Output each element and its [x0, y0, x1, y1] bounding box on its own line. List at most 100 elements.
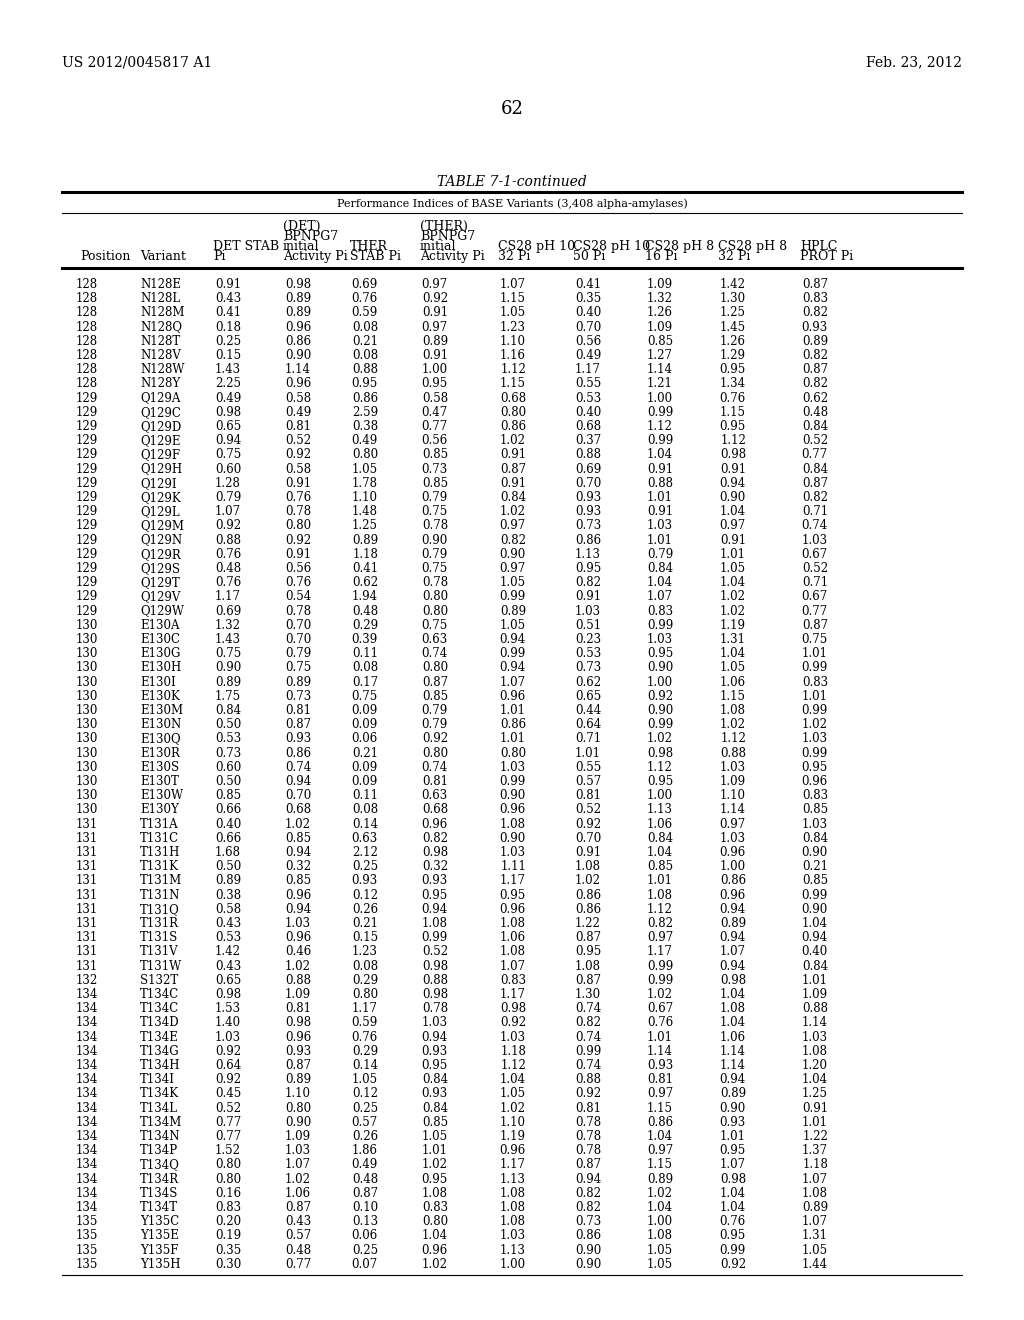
Text: Performance Indices of BASE Variants (3,408 alpha-amylases): Performance Indices of BASE Variants (3,… [337, 198, 687, 209]
Text: 0.97: 0.97 [647, 931, 673, 944]
Text: 1.15: 1.15 [500, 378, 526, 391]
Text: 128: 128 [76, 306, 98, 319]
Text: 0.08: 0.08 [352, 348, 378, 362]
Text: 0.83: 0.83 [422, 1201, 449, 1214]
Text: 1.08: 1.08 [575, 960, 601, 973]
Text: 0.67: 0.67 [802, 548, 828, 561]
Text: T131V: T131V [140, 945, 178, 958]
Text: 0.60: 0.60 [215, 462, 241, 475]
Text: 130: 130 [76, 760, 98, 774]
Text: 0.76: 0.76 [215, 548, 241, 561]
Text: 1.07: 1.07 [285, 1159, 311, 1171]
Text: 1.08: 1.08 [720, 704, 746, 717]
Text: 0.94: 0.94 [720, 1073, 746, 1086]
Text: 0.82: 0.82 [575, 577, 601, 589]
Text: 1.04: 1.04 [720, 647, 746, 660]
Text: 0.53: 0.53 [574, 392, 601, 405]
Text: initial: initial [420, 240, 457, 253]
Text: 1.05: 1.05 [352, 462, 378, 475]
Text: 1.16: 1.16 [500, 348, 526, 362]
Text: E130M: E130M [140, 704, 183, 717]
Text: 1.04: 1.04 [720, 1187, 746, 1200]
Text: 134: 134 [76, 1102, 98, 1114]
Text: 0.99: 0.99 [647, 619, 673, 632]
Text: 1.17: 1.17 [500, 987, 526, 1001]
Text: 0.91: 0.91 [422, 306, 449, 319]
Text: 0.92: 0.92 [422, 292, 449, 305]
Text: 0.82: 0.82 [500, 533, 526, 546]
Text: 0.92: 0.92 [215, 519, 241, 532]
Text: 0.93: 0.93 [574, 491, 601, 504]
Text: 0.46: 0.46 [285, 945, 311, 958]
Text: T134L: T134L [140, 1102, 178, 1114]
Text: 0.94: 0.94 [215, 434, 241, 447]
Text: 0.93: 0.93 [720, 1115, 746, 1129]
Text: CS28 pH 10: CS28 pH 10 [498, 240, 575, 253]
Text: STAB Pi: STAB Pi [350, 249, 401, 263]
Text: 0.56: 0.56 [285, 562, 311, 576]
Text: E130S: E130S [140, 760, 179, 774]
Text: 0.95: 0.95 [500, 888, 526, 902]
Text: 0.59: 0.59 [352, 1016, 378, 1030]
Text: 0.86: 0.86 [574, 903, 601, 916]
Text: 129: 129 [76, 562, 98, 576]
Text: 0.92: 0.92 [500, 1016, 526, 1030]
Text: 0.70: 0.70 [574, 321, 601, 334]
Text: Q129W: Q129W [140, 605, 184, 618]
Text: 0.82: 0.82 [802, 378, 828, 391]
Text: 0.09: 0.09 [352, 775, 378, 788]
Text: 1.01: 1.01 [802, 1115, 828, 1129]
Text: 0.90: 0.90 [574, 1243, 601, 1257]
Text: 1.86: 1.86 [352, 1144, 378, 1158]
Text: 0.82: 0.82 [422, 832, 449, 845]
Text: 0.94: 0.94 [285, 775, 311, 788]
Text: 0.93: 0.93 [647, 1059, 673, 1072]
Text: 0.67: 0.67 [802, 590, 828, 603]
Text: 131: 131 [76, 832, 98, 845]
Text: 1.00: 1.00 [720, 861, 746, 874]
Text: 0.95: 0.95 [720, 1229, 746, 1242]
Text: 1.08: 1.08 [575, 861, 601, 874]
Text: 131: 131 [76, 846, 98, 859]
Text: 0.70: 0.70 [574, 477, 601, 490]
Text: 0.95: 0.95 [422, 378, 449, 391]
Text: E130H: E130H [140, 661, 181, 675]
Text: 134: 134 [76, 1016, 98, 1030]
Text: 0.12: 0.12 [352, 888, 378, 902]
Text: 0.43: 0.43 [215, 917, 241, 931]
Text: 1.05: 1.05 [647, 1258, 673, 1271]
Text: 129: 129 [76, 434, 98, 447]
Text: 0.85: 0.85 [285, 832, 311, 845]
Text: 1.03: 1.03 [802, 817, 828, 830]
Text: 0.80: 0.80 [500, 405, 526, 418]
Text: 1.02: 1.02 [285, 817, 311, 830]
Text: 1.07: 1.07 [802, 1172, 828, 1185]
Text: 0.91: 0.91 [574, 590, 601, 603]
Text: 1.14: 1.14 [720, 804, 746, 816]
Text: 1.00: 1.00 [647, 789, 673, 803]
Text: 0.97: 0.97 [500, 562, 526, 576]
Text: 0.99: 0.99 [802, 704, 828, 717]
Text: 1.53: 1.53 [215, 1002, 241, 1015]
Text: 129: 129 [76, 533, 98, 546]
Text: Q129N: Q129N [140, 533, 182, 546]
Text: 0.09: 0.09 [352, 760, 378, 774]
Text: 0.83: 0.83 [802, 292, 828, 305]
Text: N128Y: N128Y [140, 378, 180, 391]
Text: 1.01: 1.01 [720, 1130, 746, 1143]
Text: 0.98: 0.98 [422, 987, 449, 1001]
Text: 0.98: 0.98 [500, 1002, 526, 1015]
Text: 2.12: 2.12 [352, 846, 378, 859]
Text: 0.99: 0.99 [802, 747, 828, 759]
Text: 0.88: 0.88 [802, 1002, 828, 1015]
Text: 0.23: 0.23 [574, 634, 601, 645]
Text: 0.41: 0.41 [215, 306, 241, 319]
Text: 1.01: 1.01 [802, 690, 828, 702]
Text: 0.44: 0.44 [574, 704, 601, 717]
Text: 1.15: 1.15 [647, 1102, 673, 1114]
Text: T134C: T134C [140, 1002, 179, 1015]
Text: 1.42: 1.42 [215, 945, 241, 958]
Text: 1.04: 1.04 [647, 846, 673, 859]
Text: 1.10: 1.10 [285, 1088, 311, 1101]
Text: T131R: T131R [140, 917, 179, 931]
